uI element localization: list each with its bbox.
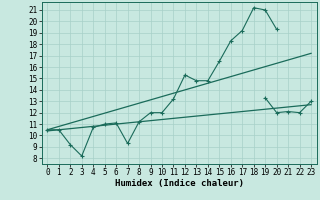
X-axis label: Humidex (Indice chaleur): Humidex (Indice chaleur) bbox=[115, 179, 244, 188]
